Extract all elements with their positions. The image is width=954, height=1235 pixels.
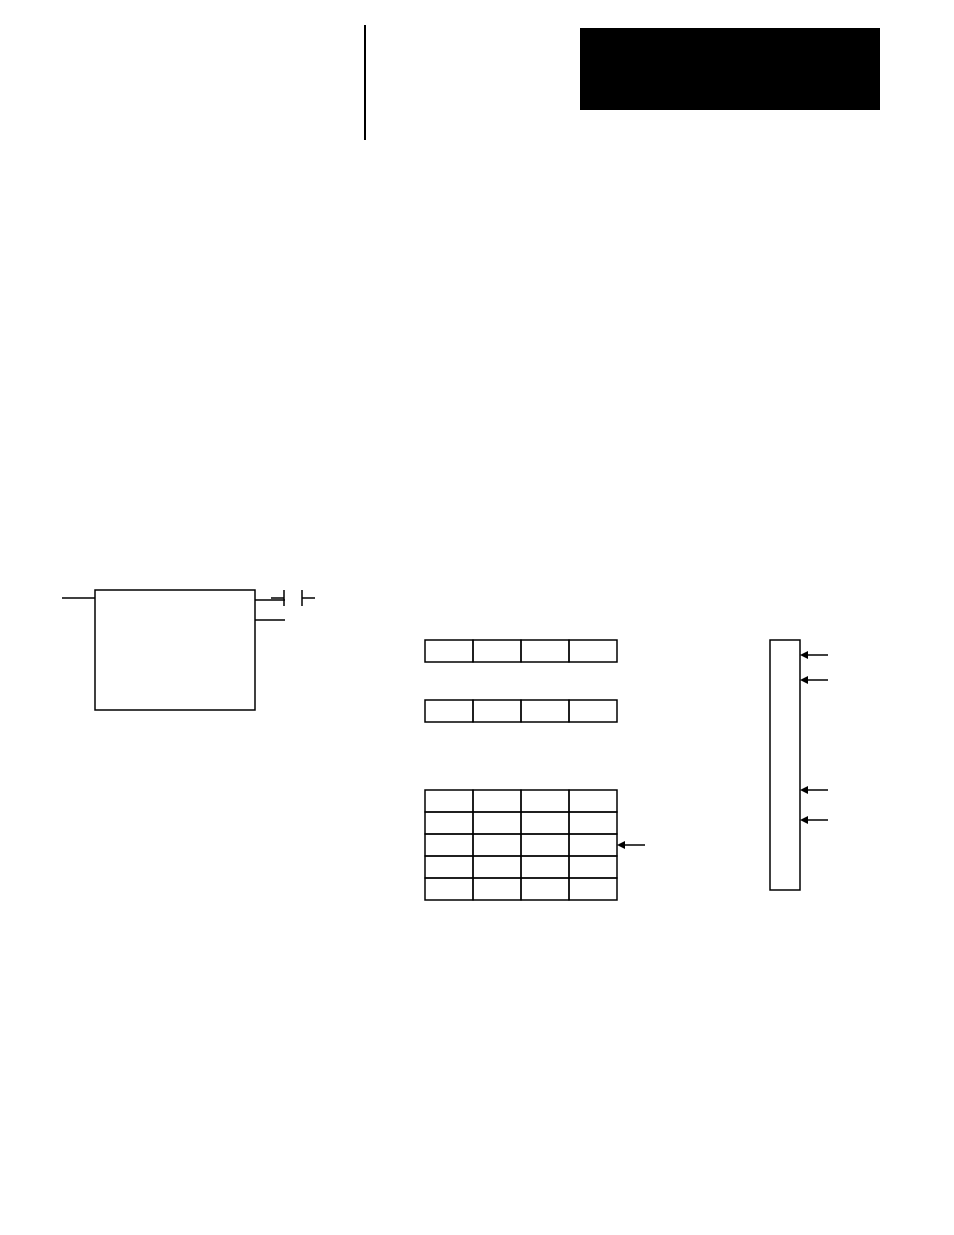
source-word-b [425,700,617,722]
status-word-block [770,640,828,890]
header-black-block [580,28,880,110]
ladder-instruction-block [62,590,315,710]
file-pointer-arrow [617,841,645,849]
status-arrow-2 [800,786,828,794]
destination-file [425,790,645,900]
status-arrow-0 [800,651,828,659]
status-arrow-3 [800,816,828,824]
source-word-a [425,640,617,662]
status-arrow-1 [800,676,828,684]
